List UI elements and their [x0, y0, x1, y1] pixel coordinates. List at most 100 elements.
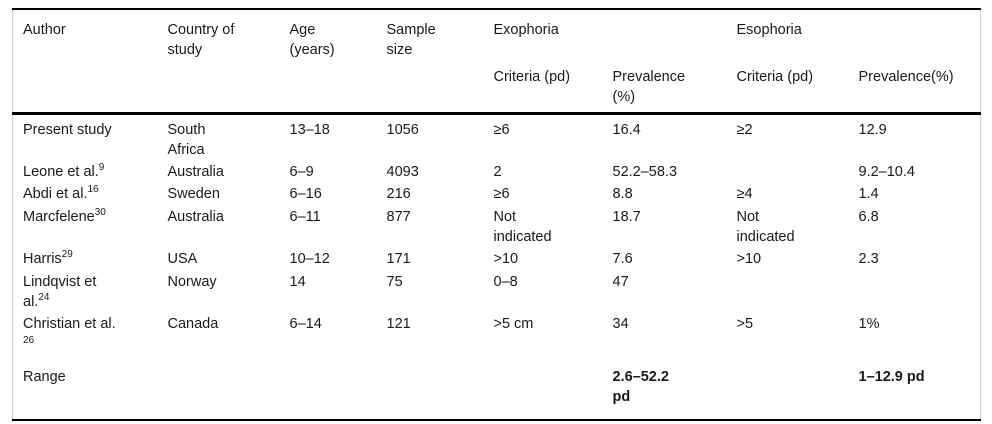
esophoria-prevalence-cell: 12.9: [858, 121, 887, 138]
reference-superscript: 30: [94, 206, 106, 218]
age-cell: 13–18: [289, 121, 330, 138]
country-cell: USA: [167, 251, 198, 268]
esophoria-prevalence-cell: 2.3: [858, 251, 879, 268]
table-row-lindqvist: Lindqvist et al.24 Norway 14 75 0–8 47: [13, 271, 981, 314]
reference-superscript: 29: [61, 249, 73, 261]
esophoria-prevalence-cell: 1.4: [858, 186, 879, 203]
country-cell: Australia: [167, 208, 224, 225]
col-header-exophoria-criteria: Criteria (pd): [493, 69, 571, 85]
author-cell: Leone et al.9: [13, 161, 158, 183]
author-name: Range: [23, 368, 66, 385]
country-cell: Canada: [167, 316, 219, 333]
exophoria-criteria-cell: 0–8: [493, 273, 518, 290]
age-cell: 6–9: [289, 164, 314, 181]
esophoria-prevalence-cell: 9.2–10.4: [858, 164, 915, 181]
prevalence-comparison-table: Author Country of study Age (years) Samp…: [12, 8, 982, 422]
table-row-abdi: Abdi et al.16 Sweden 6–16 216 ≥6 8.8 ≥4 …: [13, 183, 981, 205]
country-cell: [158, 356, 280, 421]
exophoria-criteria-cell: ≥6: [493, 186, 510, 203]
country-cell: Australia: [167, 164, 224, 181]
sample-size-cell: 877: [386, 208, 411, 225]
exophoria-prevalence-range-cell: 2.6–52.2 pd: [612, 368, 669, 406]
reference-superscript: 24: [38, 292, 50, 304]
exophoria-criteria-cell: >10: [493, 251, 519, 268]
esophoria-prevalence-cell: 1%: [858, 316, 880, 333]
exophoria-prevalence-cell: 8.8: [612, 186, 633, 203]
col-group-exophoria: Exophoria: [493, 22, 559, 38]
exophoria-criteria-cell: >5 cm: [493, 316, 534, 333]
country-cell: Norway: [167, 273, 217, 290]
esophoria-criteria-cell: >5: [736, 316, 754, 333]
age-cell: 10–12: [289, 251, 330, 268]
exophoria-prevalence-cell: 16.4: [612, 121, 641, 138]
col-header-age: Age (years): [289, 22, 335, 59]
author-name: Harris: [23, 251, 62, 268]
reference-superscript: 16: [87, 184, 99, 196]
esophoria-criteria-cell: [727, 161, 849, 183]
col-header-sample-size: Sample size: [386, 22, 436, 59]
col-header-exophoria-prevalence: Prevalence (%): [612, 69, 686, 106]
table-body: Present study South Africa 13–18 1056 ≥6…: [13, 113, 981, 420]
sample-size-cell: 171: [386, 251, 411, 268]
author-name: Marcfelene: [23, 208, 95, 225]
col-header-author: Author: [23, 22, 66, 38]
author-name: Lindqvist et al.: [23, 273, 97, 310]
exophoria-prevalence-cell: 34: [612, 316, 629, 333]
col-header-esophoria-criteria: Criteria (pd): [736, 69, 814, 85]
exophoria-prevalence-cell: 47: [612, 273, 629, 290]
sample-size-cell: 121: [386, 316, 411, 333]
exophoria-criteria-cell: ≥6: [493, 121, 510, 138]
age-cell: [280, 356, 377, 421]
reference-superscript: 9: [98, 162, 105, 174]
author-cell: Marcfelene30: [13, 206, 158, 249]
author-name: Christian et al.: [23, 316, 116, 333]
author-cell: Range: [13, 356, 158, 421]
exophoria-criteria-cell: 2: [493, 164, 502, 181]
exophoria-prevalence-cell: 7.6: [612, 251, 633, 268]
table-header: Author Country of study Age (years) Samp…: [12, 9, 981, 114]
age-cell: 6–14: [289, 316, 322, 333]
esophoria-criteria-cell: >10: [736, 251, 762, 268]
author-name: Present study: [23, 121, 112, 138]
esophoria-prevalence-cell: 6.8: [858, 208, 879, 225]
age-cell: 6–11: [289, 208, 321, 225]
col-header-esophoria-prevalence: Prevalence(%): [858, 69, 954, 85]
author-name: Leone et al.: [23, 164, 99, 181]
table-row-marcfelene: Marcfelene30 Australia 6–11 877 Not indi…: [13, 206, 981, 249]
esophoria-prevalence-range-cell: 1–12.9 pd: [858, 368, 925, 385]
sample-size-cell: [377, 356, 484, 421]
sample-size-cell: 75: [386, 273, 403, 290]
author-cell: Christian et al. 26: [13, 313, 158, 356]
table-row-leone: Leone et al.9 Australia 6–9 4093 2 52.2–…: [13, 161, 981, 183]
table-row-range: Range 2.6–52.2 pd 1–12.9 pd: [13, 356, 981, 421]
exophoria-prevalence-cell: 18.7: [612, 208, 641, 225]
esophoria-criteria-cell: [727, 271, 849, 314]
header-group-row: Author Country of study Age (years) Samp…: [13, 9, 981, 67]
exophoria-criteria-cell: [484, 356, 603, 421]
reference-superscript: 26: [23, 334, 35, 346]
age-cell: 6–16: [289, 186, 322, 203]
sample-size-cell: 4093: [386, 164, 419, 181]
esophoria-prevalence-cell: [849, 271, 981, 314]
author-cell: Harris29: [13, 248, 158, 270]
table-row-present-study: Present study South Africa 13–18 1056 ≥6…: [13, 113, 981, 161]
author-name: Abdi et al.: [23, 186, 88, 203]
country-cell: South Africa: [167, 121, 206, 158]
table-row-christian: Christian et al. 26 Canada 6–14 121 >5 c…: [13, 313, 981, 356]
col-header-country: Country of study: [167, 22, 235, 59]
country-cell: Sweden: [167, 186, 220, 203]
exophoria-prevalence-cell: 52.2–58.3: [612, 164, 678, 181]
exophoria-criteria-cell: Not indicated: [493, 208, 552, 246]
esophoria-criteria-cell: ≥2: [736, 121, 753, 138]
author-cell: Present study: [13, 113, 158, 161]
esophoria-criteria-cell: Not indicated: [736, 208, 795, 246]
esophoria-criteria-cell: ≥4: [736, 186, 753, 203]
author-cell: Lindqvist et al.24: [13, 271, 158, 314]
header-sub-row: Criteria (pd) Prevalence (%) Criteria (p…: [13, 67, 981, 113]
esophoria-criteria-cell: [727, 356, 849, 421]
table-row-harris: Harris29 USA 10–12 171 >10 7.6 >10 2.3: [13, 248, 981, 270]
col-group-esophoria: Esophoria: [736, 22, 802, 38]
age-cell: 14: [289, 273, 306, 290]
author-cell: Abdi et al.16: [13, 183, 158, 205]
